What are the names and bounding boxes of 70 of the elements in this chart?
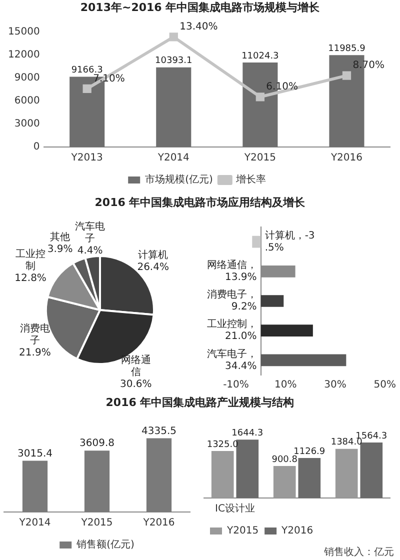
x-tick-label: Y2015 [80,518,113,529]
data-label: 900.8 [272,454,298,465]
bar [211,450,234,498]
data-label: 1384.0 [330,438,363,448]
x-tick-label: Y2014 [18,518,51,529]
data-label: 3609.8 [80,438,114,450]
bar [260,354,346,366]
legend-label: 增长率 [234,174,266,186]
data-label: 工业控制，21.0% [206,318,257,342]
x-tick-label: Y2016 [330,152,363,164]
x-tick-label: Y2014 [156,152,190,164]
bar [260,295,284,307]
data-label: 1644.3 [232,428,264,438]
bar [252,236,261,248]
data-label: 30.6% [120,379,152,390]
slice-label: 计算机 [138,248,168,261]
x-tick-label: Y2016 [142,518,175,529]
slice-label: 网络通信 [120,354,151,378]
bar [335,448,358,498]
text: 2016 年中国集成电路市场应用结构及增长 [94,195,306,211]
slice-label: 工业控制 [16,248,46,272]
data-label: 21.9% [19,347,51,358]
point [342,71,352,80]
text: 销售收入：亿元 [323,546,395,560]
point [256,92,265,102]
x-tick-label: Y2015 [243,152,276,164]
bar [156,67,192,147]
data-label: 3015.4 [18,448,52,460]
data-label: 13.40% [180,22,218,33]
bar [273,466,296,498]
x-tick-label: Y2013 [70,152,103,164]
legend-label: Y2016 [280,526,314,537]
bar [236,440,259,498]
data-label: 4.4% [77,245,103,256]
x-tick-label: -10% [223,380,249,391]
slice-label: 汽车电子 [75,220,106,244]
data-label: 11985.9 [328,44,366,54]
y-tick-label: 6000 [14,96,40,107]
y-tick-label: 3000 [14,118,40,130]
x-tick-label: 10% [274,380,297,391]
x-tick-label: IC设计业 [215,502,255,515]
data-label: 计算机，-3.5% [264,229,315,254]
y-tick-label: 15000 [8,26,40,38]
data-label: 汽车电子，34.4% [206,348,257,372]
data-label: 10393.1 [155,56,192,66]
legend-label: 市场规模(亿元) [145,174,213,186]
y-tick-label: 9000 [14,72,40,84]
legend-label: 销售额(亿元) [76,538,134,551]
data-label: 12.8% [14,273,46,284]
point [169,32,178,42]
data-label: 网络通信，13.9% [206,258,257,283]
chart-title: 2013年~2016 年中国集成电路市场规模与增长 [79,0,321,16]
bar [298,458,321,498]
point [82,84,92,94]
data-label: 消费电子，9.2% [206,288,257,313]
x-tick-label: 30% [324,380,346,391]
slice-label: 消费电子 [20,322,50,346]
bar [260,324,313,337]
data-label: 26.4% [137,262,169,273]
data-label: 4335.5 [142,426,176,437]
legend-label: Y2015 [226,526,259,537]
data-label: 3.9% [47,244,73,256]
chart-title: 2016 年中国集成电路产业规模与结构 [104,395,296,411]
bar [360,442,383,498]
x-tick-label: 50% [374,380,396,391]
y-tick-label: 12000 [8,50,40,61]
y-tick-label: 0 [33,142,40,153]
data-label: 11024.3 [242,51,279,62]
slice-label: 其他 [50,231,70,244]
data-label: 6.10% [266,81,298,92]
